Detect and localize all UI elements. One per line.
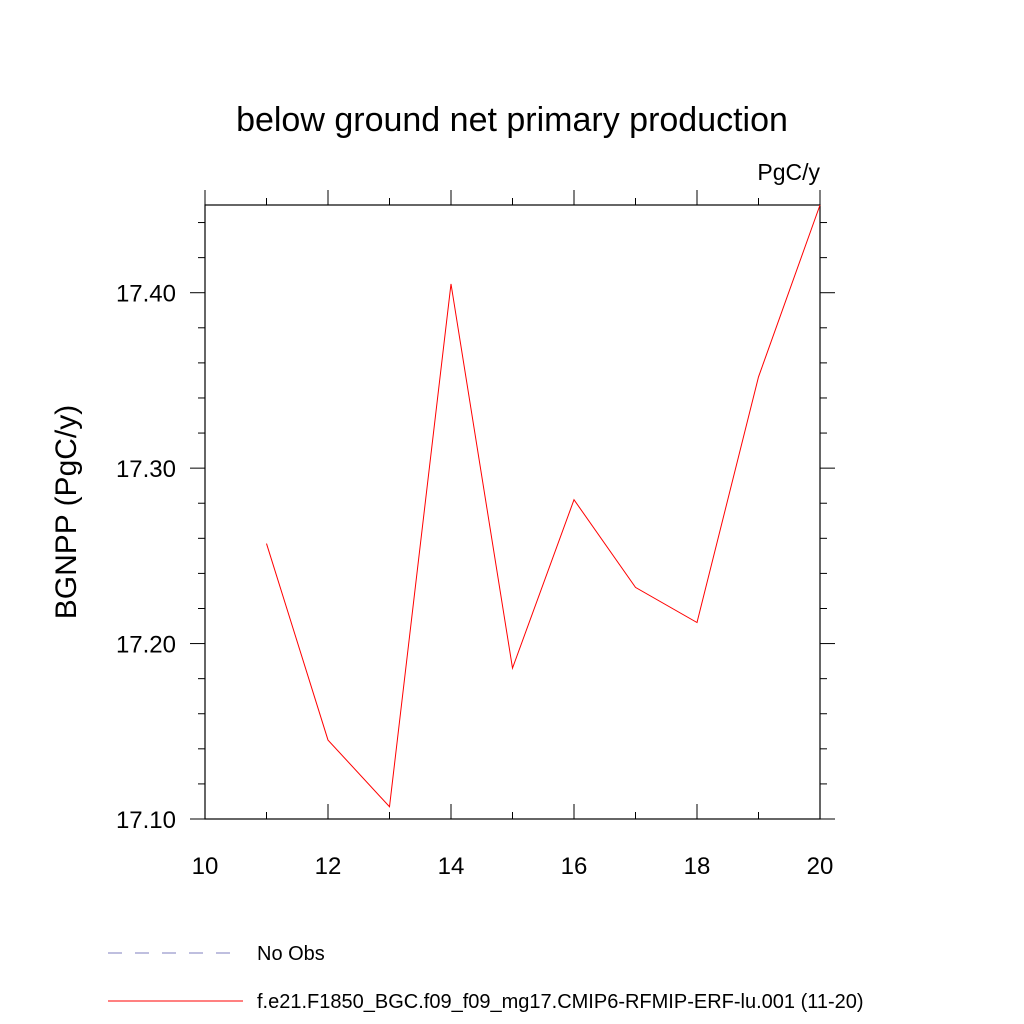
y-tick-label: 17.40 — [116, 281, 176, 308]
legend-label-model-run: f.e21.F1850_BGC.f09_f09_mg17.CMIP6-RFMIP… — [257, 991, 864, 1013]
x-tick-label: 12 — [315, 853, 342, 880]
units-label: PgC/y — [757, 159, 820, 185]
y-tick-label: 17.30 — [116, 456, 176, 483]
series-line — [266, 204, 821, 808]
legend-label-no-obs: No Obs — [257, 943, 325, 965]
x-axis-tick-labels: 10 12 14 16 18 20 — [192, 853, 834, 880]
series-group — [266, 204, 821, 808]
y-axis-label: BGNPP (PgC/y) — [50, 405, 83, 620]
x-tick-label: 20 — [807, 853, 834, 880]
x-tick-label: 10 — [192, 853, 219, 880]
x-axis-ticks — [204, 190, 821, 819]
y-axis-ticks — [190, 222, 835, 820]
y-tick-label: 17.10 — [116, 807, 176, 834]
y-tick-label: 17.20 — [116, 632, 176, 659]
y-axis-tick-labels: 17.10 17.20 17.30 17.40 — [116, 281, 176, 834]
legend: No Obs f.e21.F1850_BGC.f09_f09_mg17.CMIP… — [108, 943, 864, 1013]
plot-frame — [204, 204, 821, 820]
chart-title: below ground net primary production — [236, 101, 788, 139]
x-tick-label: 16 — [561, 853, 588, 880]
x-tick-label: 14 — [438, 853, 465, 880]
x-tick-label: 18 — [684, 853, 711, 880]
